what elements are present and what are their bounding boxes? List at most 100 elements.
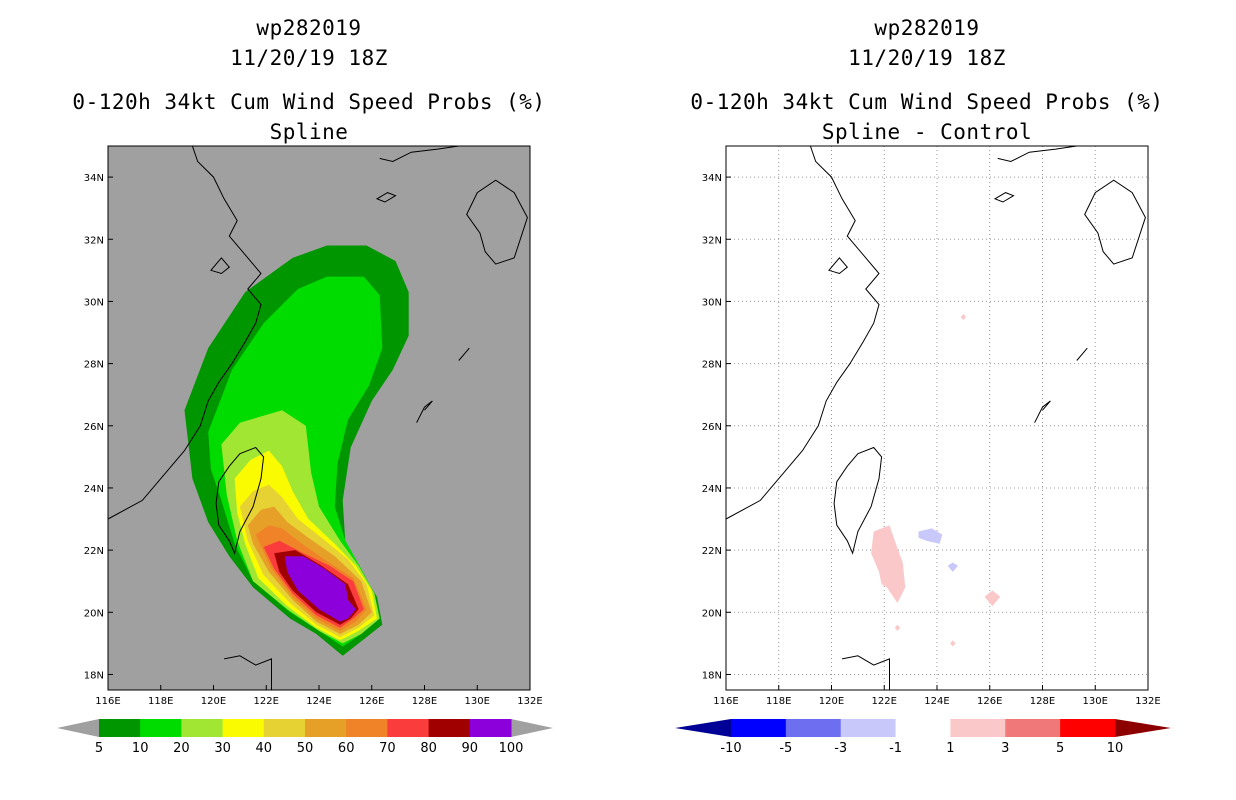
- panel-subtitle: Spline - Control: [821, 120, 1033, 144]
- right-map-svg: 116E 118E 120E 122E 124E 126E 128E 130E 132E 18N 2…: [675, 145, 1171, 756]
- colorbar-swatch: [785, 719, 842, 737]
- coastline-taihu: [210, 257, 231, 275]
- coastline-amami: [1076, 347, 1088, 361]
- x-tick-label: 130E: [1083, 696, 1108, 707]
- colorbar-label: 30: [214, 741, 231, 756]
- storm-id-title: wp282019: [874, 16, 980, 40]
- right-colorbar: -10 -5 -3 -1 1 3 5 10: [675, 719, 1171, 756]
- colorbar-label: 3: [1001, 741, 1009, 756]
- colorbar-swatch: [346, 719, 388, 737]
- y-tick-label: 30N: [702, 297, 722, 308]
- colorbar-label: 20: [173, 741, 190, 756]
- left-map: 116E 118E 120E 122E 124E 126E 128E 130E 132E 18N 2…: [84, 145, 543, 707]
- coastline-taiwan: [215, 446, 265, 555]
- product-title: 0-120h 34kt Cum Wind Speed Probs (%): [72, 90, 546, 114]
- colorbar-label: 10: [1107, 741, 1124, 756]
- colorbar-swatch: [99, 719, 141, 737]
- colorbar-label: 40: [256, 741, 273, 756]
- colorbar-label: -5: [779, 741, 792, 756]
- x-tick-label: 120E: [819, 696, 844, 707]
- coastline-amami: [458, 347, 470, 361]
- y-tick-label: 20N: [702, 608, 722, 619]
- colorbar-label: 60: [338, 741, 355, 756]
- colorbar-over-triangle: [511, 719, 553, 737]
- product-title: 0-120h 34kt Cum Wind Speed Probs (%): [690, 90, 1164, 114]
- left-colorbar: 5 10 20 30 40 50 60 70 80 90 100: [57, 719, 553, 756]
- coastline-korea: [379, 146, 459, 163]
- coastline-kyushu: [466, 179, 528, 265]
- colorbar-swatch: [731, 719, 787, 737]
- colorbar-label: 5: [95, 741, 103, 756]
- y-tick-label: 28N: [702, 360, 722, 371]
- x-tick-label: 132E: [1135, 696, 1160, 707]
- y-tick-label: 18N: [702, 670, 722, 681]
- colorbar-label: 50: [297, 741, 314, 756]
- colorbar-swatch: [222, 719, 265, 737]
- coastline-korea: [997, 146, 1077, 163]
- x-tick-label: 128E: [412, 696, 437, 707]
- colorbar-label: -10: [720, 741, 741, 756]
- anomaly-patch-3: [984, 590, 1001, 607]
- y-tick-label: 24N: [84, 484, 104, 495]
- panel-subtitle: Spline: [269, 120, 349, 144]
- datetime-title: 11/20/19 18Z: [230, 46, 388, 70]
- colorbar-swatch: [305, 719, 347, 737]
- colorbar-swatch: [428, 719, 471, 737]
- colorbar-label: 80: [420, 741, 437, 756]
- y-tick-label: 24N: [702, 484, 722, 495]
- anomaly-patch-1: [918, 528, 943, 544]
- datetime-title: 11/20/19 18Z: [848, 46, 1006, 70]
- colorbar-swatch: [840, 719, 897, 737]
- colorbar-label: 5: [1056, 741, 1064, 756]
- colorbar-over-triangle: [1115, 719, 1171, 737]
- colorbar-under-triangle: [57, 719, 99, 737]
- left-panel: wp282019 11/20/19 18Z 0-120h 34kt Cum Wi…: [57, 16, 553, 756]
- colorbar-swatch: [140, 719, 182, 737]
- x-tick-label: 116E: [95, 696, 120, 707]
- coastline-okinawa: [416, 400, 433, 423]
- colorbar-swatch: [387, 719, 430, 737]
- x-tick-label: 122E: [254, 696, 279, 707]
- right-panel: wp282019 11/20/19 18Z 0-120h 34kt Cum Wi…: [618, 0, 1236, 800]
- x-tick-label: 126E: [977, 696, 1002, 707]
- coastline-jeju: [993, 192, 1015, 203]
- colorbar-swatch: [263, 719, 306, 737]
- coastline-luzon: [224, 655, 272, 690]
- colorbar-swatch: [950, 719, 1006, 737]
- x-tick-label: 122E: [872, 696, 897, 707]
- colorbar-label: 90: [462, 741, 479, 756]
- colorbar-swatch: [181, 719, 224, 737]
- anomaly-patch-2: [947, 562, 959, 572]
- colorbar-under-triangle: [675, 719, 731, 737]
- y-tick-label: 34N: [702, 173, 722, 184]
- y-tick-label: 20N: [84, 608, 104, 619]
- anomaly-patch-0: [871, 525, 906, 603]
- coastline-taihu: [828, 257, 849, 275]
- storm-id-title: wp282019: [256, 16, 362, 40]
- y-tick-label: 22N: [84, 546, 104, 557]
- colorbar-swatch: [895, 719, 951, 737]
- y-tick-label: 30N: [84, 297, 104, 308]
- coastline-mainland: [108, 146, 262, 520]
- x-tick-label: 126E: [359, 696, 384, 707]
- coastline-mainland: [726, 146, 880, 520]
- x-tick-label: 118E: [148, 696, 173, 707]
- colorbar-label: -3: [834, 741, 847, 756]
- anomaly-patch-6: [950, 640, 956, 647]
- y-tick-label: 34N: [84, 173, 104, 184]
- coastline-taiwan: [833, 446, 883, 555]
- y-tick-label: 32N: [84, 235, 104, 246]
- anomaly-patch-4: [960, 313, 966, 321]
- colorbar-label: 10: [132, 741, 149, 756]
- y-tick-label: 18N: [84, 670, 104, 681]
- coastline-jeju: [375, 192, 397, 203]
- colorbar-swatch: [469, 719, 512, 737]
- x-tick-label: 130E: [465, 696, 490, 707]
- colorbar-label: -1: [889, 741, 902, 756]
- x-tick-label: 118E: [766, 696, 791, 707]
- colorbar-label: 100: [499, 741, 524, 756]
- x-tick-label: 132E: [517, 696, 542, 707]
- y-tick-label: 26N: [702, 422, 722, 433]
- right-map: 116E 118E 120E 122E 124E 126E 128E 130E 132E 18N 2…: [702, 145, 1161, 707]
- x-tick-label: 128E: [1030, 696, 1055, 707]
